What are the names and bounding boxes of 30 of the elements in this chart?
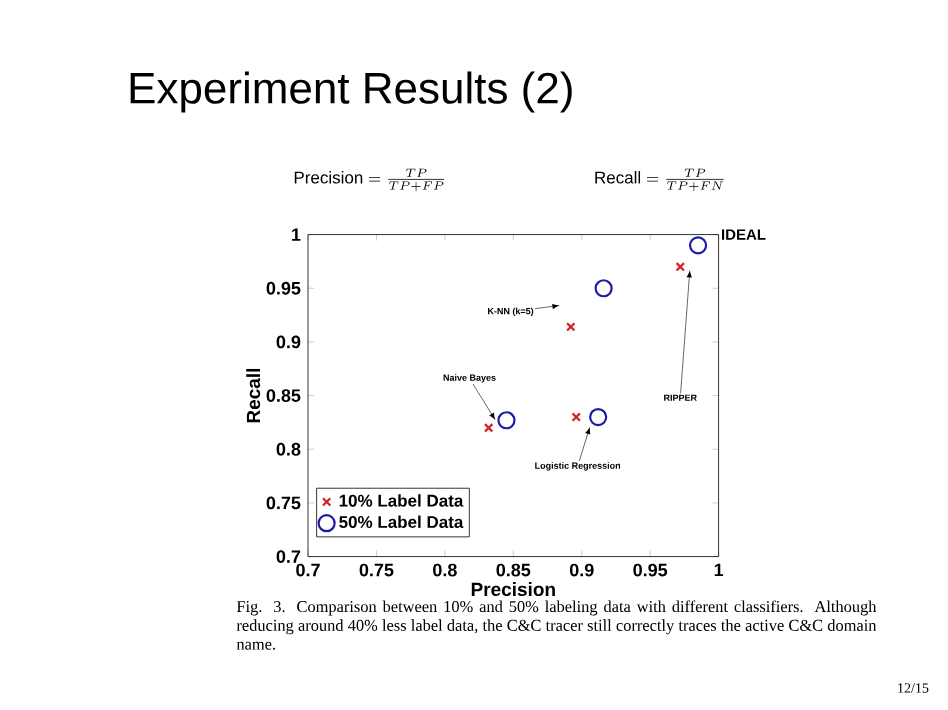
- y-tick-label: 0.85: [266, 389, 301, 402]
- x-tick-label: 0.7: [296, 563, 320, 577]
- y-tick-label: 0.95: [266, 281, 301, 295]
- caption: Fig. 3. Comparison between 10% and 50% labeling data with different classifiers. Although reducing around 40% less label data, the C&C tracer still correctly traces the active C&C domain name.: [236, 600, 877, 650]
- x-tick-label: 0.9: [569, 563, 594, 577]
- point: [688, 236, 708, 255]
- y-tick-label: 0.8: [276, 442, 301, 456]
- legend-label: 50% Label Data: [339, 515, 464, 529]
- text: $\mathrm{Precision} = \frac{TP}{TP+FP}$: [294, 168, 445, 192]
- y-tick-label: 0.9: [276, 335, 301, 349]
- point: [483, 423, 494, 433]
- point: [497, 411, 516, 430]
- x-tick-label: 1: [714, 563, 724, 577]
- text: $\mathrm{Recall} = \frac{TP}{TP+FN}$: [595, 168, 724, 192]
- y-tick-label: 1: [292, 228, 301, 241]
- x-tick-label: 0.75: [359, 563, 394, 577]
- x-tick-label: 0.95: [633, 563, 668, 577]
- x-axis-title: Precision: [471, 582, 555, 597]
- chart-title: Experiment Results (2): [130, 71, 572, 113]
- point: [566, 322, 576, 332]
- y-axis-title: Recall: [246, 368, 261, 423]
- point: [589, 407, 608, 427]
- legend-label: 10% Label Data: [339, 494, 464, 507]
- point: [571, 412, 582, 422]
- point: [675, 262, 686, 272]
- x-tick-label: 0.8: [433, 563, 457, 577]
- x-tick-label: 0.85: [496, 563, 531, 577]
- y-tick-label: 0.75: [266, 496, 301, 510]
- point: [594, 279, 613, 298]
- y-tick-label: 0.7: [276, 550, 301, 563]
